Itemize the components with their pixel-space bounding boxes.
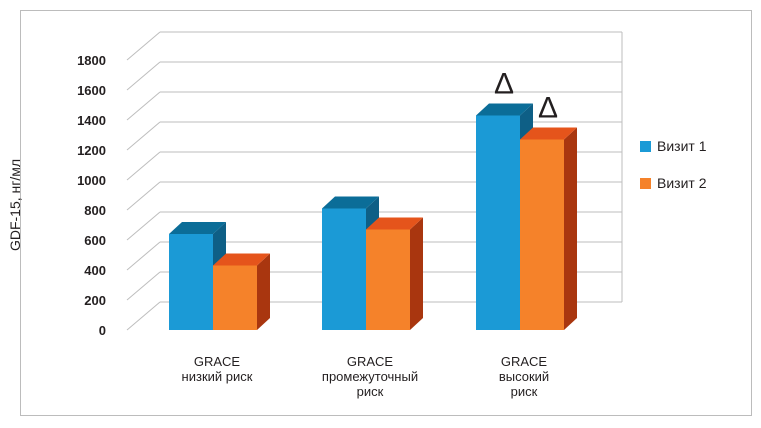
y-tick-label: 0 [99, 323, 106, 338]
gridline-depth [126, 211, 161, 241]
bar [476, 115, 520, 330]
x-category-label: GRACE [194, 354, 241, 369]
x-category-label: GRACE [347, 354, 394, 369]
x-category-label: низкий риск [182, 369, 253, 384]
bar-top [476, 103, 533, 116]
gridline-depth [126, 91, 161, 121]
y-tick-label: 400 [84, 263, 106, 278]
y-tick-label: 200 [84, 293, 106, 308]
bar-side [410, 217, 423, 330]
x-category-label: риск [357, 384, 384, 399]
gridline-depth [126, 121, 161, 151]
bar-top [322, 196, 379, 209]
bar-top [169, 222, 226, 234]
bar-top [520, 127, 577, 140]
legend-label: Визит 1 [657, 138, 707, 154]
bar-top [366, 217, 423, 230]
legend-swatch [640, 178, 651, 189]
bar [520, 139, 564, 330]
annotation-marker: Δ [538, 92, 558, 125]
bar [322, 208, 366, 330]
legend-swatch [640, 141, 651, 152]
gridline-depth [126, 31, 161, 61]
y-tick-label: 1400 [77, 113, 106, 128]
y-tick-label: 1200 [77, 143, 106, 158]
gridline-depth [126, 271, 161, 301]
gridline-depth [126, 181, 161, 211]
y-tick-label: 1600 [77, 83, 106, 98]
x-category-label: промежуточный [322, 369, 418, 384]
bar [169, 234, 213, 330]
legend-label: Визит 2 [657, 175, 707, 191]
x-category-label: высокий [499, 369, 549, 384]
gridline-depth [126, 241, 161, 271]
bar-top [213, 253, 270, 266]
gridline-depth [126, 301, 161, 331]
x-category-label: риск [511, 384, 538, 399]
bar-side [564, 127, 577, 330]
bar-side [257, 253, 270, 330]
y-tick-label: 1800 [77, 53, 106, 68]
bar [366, 229, 410, 330]
y-tick-label: 800 [84, 203, 106, 218]
annotation-marker: Δ [494, 68, 514, 101]
y-tick-label: 600 [84, 233, 106, 248]
y-axis-label: GDF-15, нг/мл [7, 159, 23, 251]
gridline-depth [126, 151, 161, 181]
x-category-label: GRACE [501, 354, 548, 369]
gridline-depth [126, 61, 161, 91]
bar [213, 265, 257, 330]
y-tick-label: 1000 [77, 173, 106, 188]
